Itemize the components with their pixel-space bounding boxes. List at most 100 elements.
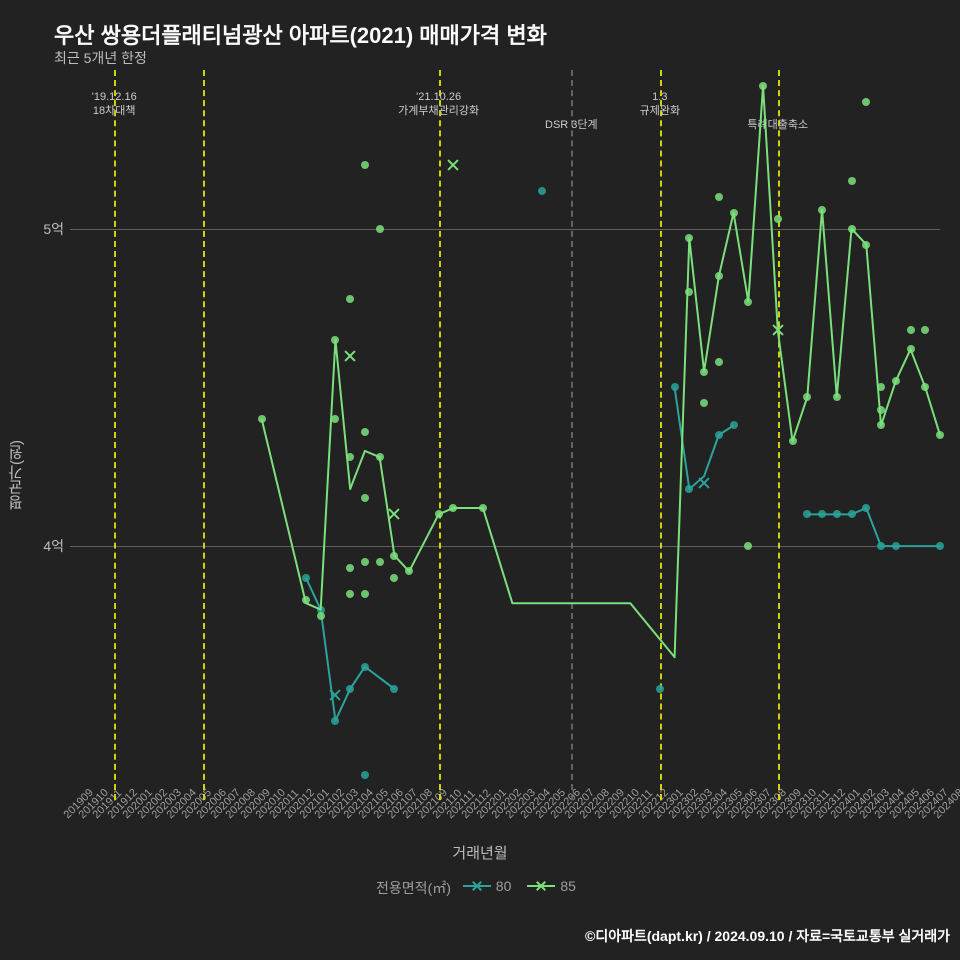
data-point	[744, 298, 752, 306]
data-cross-marker	[328, 688, 342, 702]
data-point	[331, 717, 339, 725]
data-point	[376, 558, 384, 566]
data-point	[449, 504, 457, 512]
event-vline	[439, 70, 441, 800]
legend: 전용면적(㎡) 80 85	[0, 878, 960, 898]
data-point	[848, 510, 856, 518]
event-vline	[203, 70, 205, 800]
data-point	[346, 564, 354, 572]
chart-container: 우산 쌍용더플래티넘광산 아파트(2021) 매매가격 변화 최근 5개년 한정…	[0, 0, 960, 960]
series-line	[70, 70, 940, 800]
data-cross-marker	[387, 507, 401, 521]
data-point	[877, 421, 885, 429]
data-point	[877, 383, 885, 391]
data-point	[405, 567, 413, 575]
data-point	[361, 558, 369, 566]
data-point	[936, 542, 944, 550]
event-vline-label: 1.3 규제완화	[640, 90, 680, 119]
data-point	[862, 504, 870, 512]
data-point	[877, 542, 885, 550]
data-point	[685, 288, 693, 296]
data-point	[361, 494, 369, 502]
series-line	[70, 70, 940, 800]
y-tick-label: 4억	[43, 536, 64, 556]
data-point	[346, 590, 354, 598]
event-vline-label: '21.10.26 가계부채관리강화	[398, 90, 479, 119]
data-point	[803, 510, 811, 518]
event-vline-label: '19.12.16 18차대책	[92, 90, 137, 119]
data-point	[376, 453, 384, 461]
event-vline	[778, 70, 780, 800]
data-point	[538, 187, 546, 195]
data-point	[907, 326, 915, 334]
data-point	[715, 272, 723, 280]
data-point	[862, 98, 870, 106]
data-point	[715, 358, 723, 366]
data-cross-marker	[343, 349, 357, 363]
data-cross-marker	[697, 476, 711, 490]
data-point	[892, 377, 900, 385]
data-point	[361, 771, 369, 779]
data-point	[435, 510, 443, 518]
data-point	[730, 209, 738, 217]
legend-item: 85	[527, 878, 576, 894]
data-cross-marker	[446, 158, 460, 172]
data-point	[346, 295, 354, 303]
data-point	[892, 542, 900, 550]
data-point	[730, 421, 738, 429]
x-axis-label: 거래년월	[0, 842, 960, 863]
data-point	[907, 345, 915, 353]
data-point	[848, 225, 856, 233]
data-point	[774, 215, 782, 223]
data-point	[818, 206, 826, 214]
data-point	[671, 383, 679, 391]
data-point	[302, 596, 310, 604]
data-point	[317, 612, 325, 620]
data-point	[302, 574, 310, 582]
data-point	[361, 428, 369, 436]
data-point	[715, 431, 723, 439]
legend-marker	[527, 879, 555, 893]
legend-label: 80	[496, 878, 512, 894]
event-vline	[571, 70, 573, 800]
data-point	[346, 453, 354, 461]
data-point	[862, 241, 870, 249]
data-point	[833, 510, 841, 518]
data-point	[331, 415, 339, 423]
data-point	[685, 485, 693, 493]
data-point	[700, 368, 708, 376]
legend-label: 85	[560, 878, 576, 894]
data-point	[921, 326, 929, 334]
event-vline-label: DSR 3단계	[545, 118, 598, 132]
data-point	[877, 406, 885, 414]
y-tick-label: 5억	[43, 219, 64, 239]
data-point	[789, 437, 797, 445]
data-point	[390, 552, 398, 560]
data-point	[390, 685, 398, 693]
data-point	[833, 393, 841, 401]
data-point	[685, 234, 693, 242]
data-point	[715, 193, 723, 201]
data-point	[376, 225, 384, 233]
data-point	[921, 383, 929, 391]
data-point	[744, 542, 752, 550]
series-line	[70, 70, 940, 800]
data-point	[759, 82, 767, 90]
legend-marker	[463, 879, 491, 893]
chart-title: 우산 쌍용더플래티넘광산 아파트(2021) 매매가격 변화	[54, 18, 547, 50]
data-point	[936, 431, 944, 439]
data-point	[361, 590, 369, 598]
gridline-y	[70, 546, 940, 547]
event-vline	[114, 70, 116, 800]
legend-title: 전용면적(㎡)	[376, 880, 451, 896]
data-point	[803, 393, 811, 401]
y-axis-label: 평균가(원)	[6, 440, 27, 510]
data-point	[818, 510, 826, 518]
data-point	[361, 161, 369, 169]
gridline-y	[70, 229, 940, 230]
credits: ©디아파트(dapt.kr) / 2024.09.10 / 자료=국토교통부 실…	[585, 926, 950, 946]
data-point	[346, 685, 354, 693]
data-point	[258, 415, 266, 423]
data-point	[390, 574, 398, 582]
data-point	[700, 399, 708, 407]
